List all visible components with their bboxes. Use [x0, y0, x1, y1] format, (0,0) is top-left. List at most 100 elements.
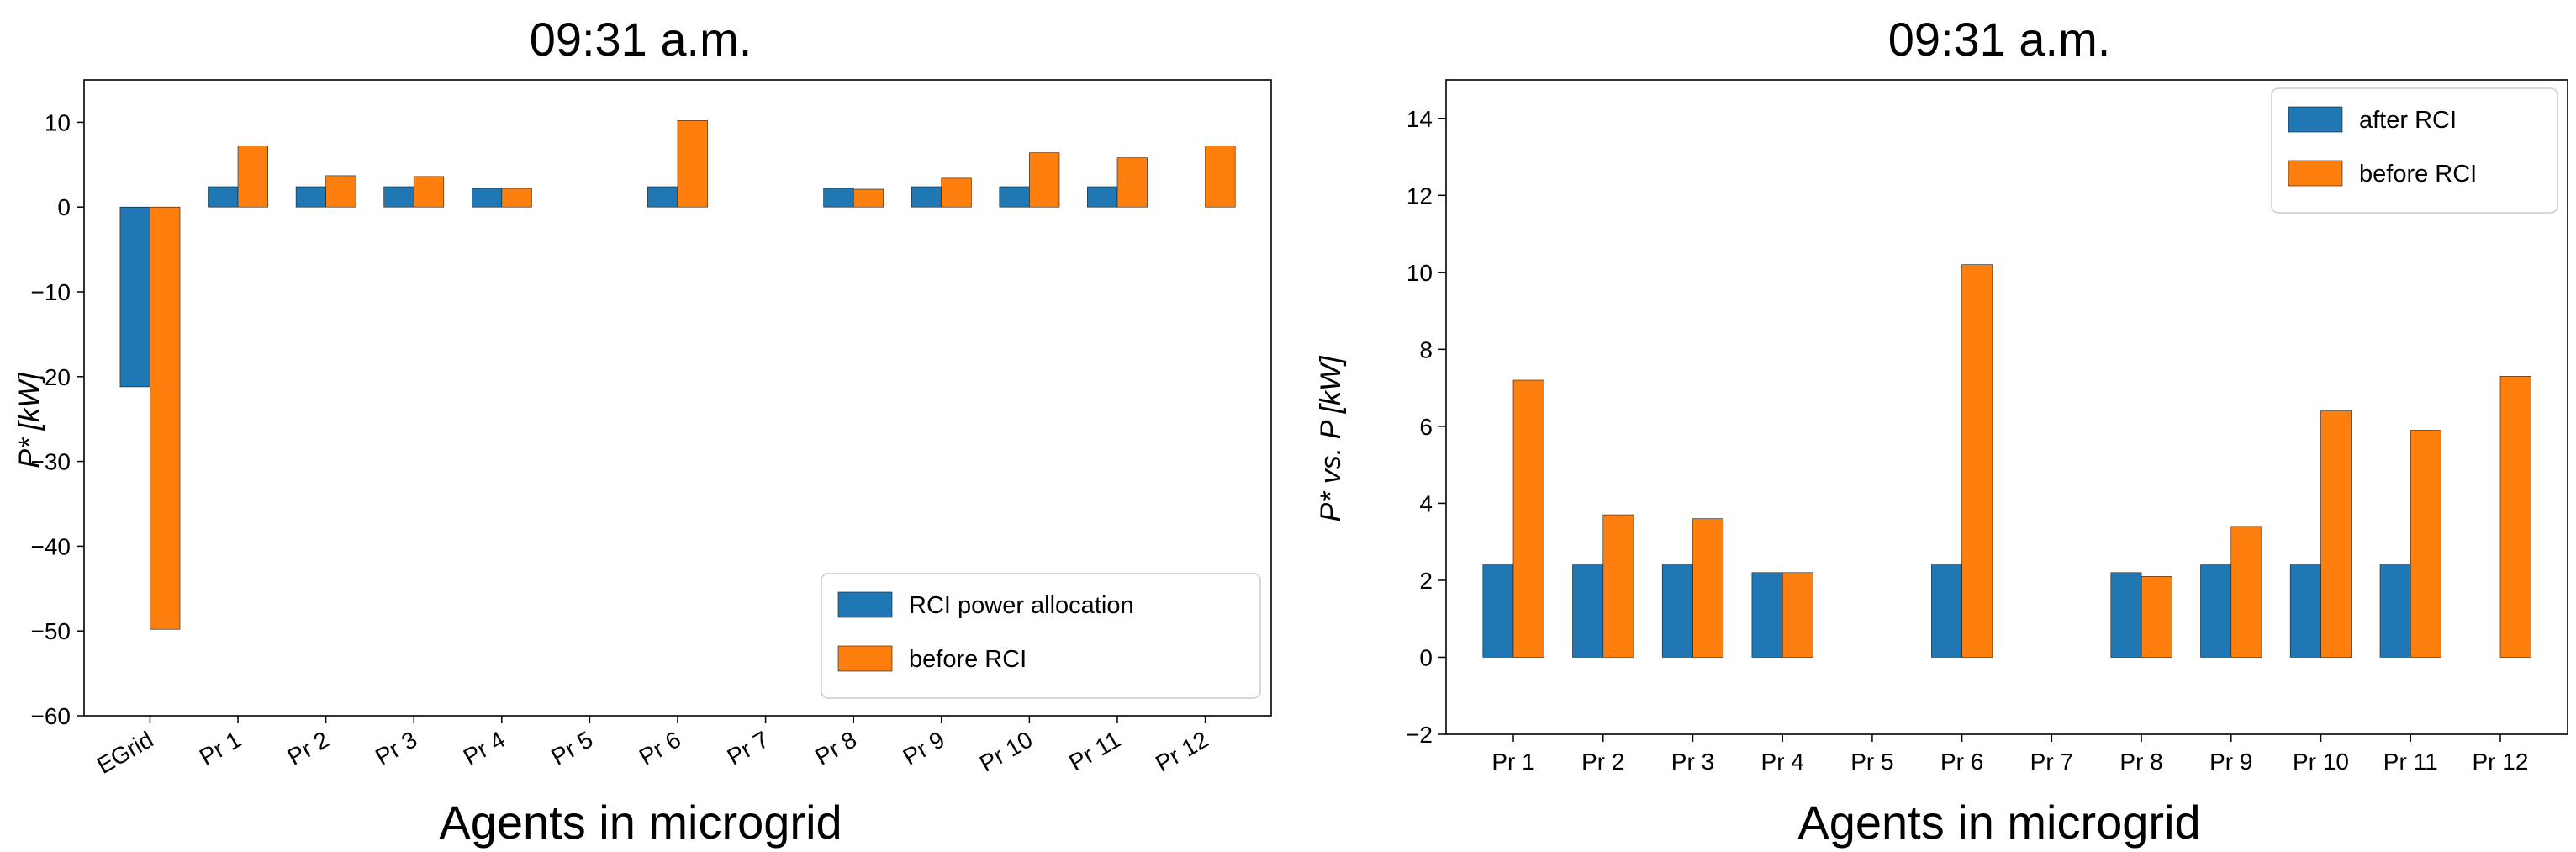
- bar-before-rci-pr-3: [413, 176, 445, 208]
- chart-panel-left: 09:31 a.m. Agents in microgrid P* [kW] 1…: [13, 13, 1272, 849]
- bar-after-rci-pr-3: [1661, 564, 1693, 658]
- bar-before-rci-pr-1: [1512, 379, 1544, 658]
- y-tick-label: −50: [31, 618, 71, 644]
- x-tick-label: Pr 4: [459, 726, 509, 770]
- bar-before-rci-pr-2: [325, 175, 356, 208]
- x-tick-label: Pr 3: [1671, 749, 1714, 775]
- y-tick-label: 12: [1407, 183, 1433, 209]
- bar-after-rci-pr-2: [1572, 564, 1604, 658]
- bar-before-rci-pr-6: [677, 120, 708, 208]
- bar-rci-power-allocation-egrid: [119, 206, 150, 388]
- chart-title: 09:31 a.m.: [1888, 13, 2111, 66]
- bar-before-rci-pr-3: [1692, 518, 1724, 658]
- bar-after-rci-pr-9: [2200, 564, 2232, 658]
- bar-chart-left: 09:31 a.m. Agents in microgrid P* [kW] 1…: [13, 13, 1272, 849]
- y-tick-label: −30: [31, 449, 71, 475]
- bar-before-rci-pr-2: [1602, 514, 1634, 658]
- bar-before-rci-pr-9: [2230, 526, 2262, 658]
- bar-before-rci-pr-4: [501, 188, 532, 208]
- legend-swatch: [837, 645, 893, 672]
- x-tick-label: Pr 9: [2209, 749, 2252, 775]
- x-tick-label: Pr 7: [723, 726, 773, 770]
- x-axis-label: Agents in microgrid: [1797, 796, 2200, 849]
- y-tick-label: 2: [1419, 568, 1433, 594]
- x-tick-label: Pr 1: [1491, 749, 1534, 775]
- x-tick-label: EGrid: [92, 726, 157, 779]
- bar-chart-right: 09:31 a.m. Agents in microgrid P* vs. P …: [1315, 13, 2568, 849]
- x-tick-label: Pr 10: [975, 726, 1037, 776]
- bar-before-rci-pr-8: [2141, 576, 2172, 658]
- bar-after-rci-pr-6: [1931, 564, 1963, 658]
- x-tick-label: Pr 11: [1064, 726, 1125, 775]
- legend-label: RCI power allocation: [909, 592, 1134, 619]
- bar-rci-power-allocation-pr-4: [471, 188, 503, 208]
- bar-before-rci-pr-12: [2499, 376, 2531, 658]
- y-tick-label: 6: [1419, 414, 1433, 440]
- x-tick-label: Pr 5: [1850, 749, 1893, 775]
- bar-before-rci-pr-11: [2410, 430, 2441, 658]
- x-tick-label: Pr 11: [2383, 749, 2438, 775]
- bar-rci-power-allocation-pr-2: [295, 186, 327, 208]
- x-tick-label: Pr 4: [1761, 749, 1804, 775]
- legend-label: after RCI: [2359, 107, 2457, 134]
- x-tick-label: Pr 8: [810, 726, 861, 770]
- legend-label: before RCI: [909, 646, 1027, 673]
- bar-before-rci-pr-10: [1029, 152, 1060, 208]
- bar-rci-power-allocation-pr-9: [911, 186, 942, 208]
- x-tick-label: Pr 6: [635, 726, 685, 770]
- x-tick-label: Pr 9: [899, 726, 949, 770]
- y-tick-label: −10: [31, 279, 71, 305]
- y-tick-label: −60: [31, 703, 71, 729]
- legend-swatch: [2288, 160, 2343, 187]
- y-tick-label: −40: [31, 533, 71, 559]
- bar-before-rci-pr-6: [1961, 264, 1993, 658]
- x-tick-label: Pr 12: [2472, 749, 2528, 775]
- bar-before-rci-pr-9: [941, 177, 972, 208]
- bar-before-rci-pr-10: [2320, 410, 2352, 658]
- bar-rci-power-allocation-pr-3: [383, 186, 414, 208]
- bar-rci-power-allocation-pr-8: [823, 188, 854, 208]
- bar-after-rci-pr-1: [1482, 564, 1514, 658]
- y-tick-label: 14: [1407, 106, 1433, 132]
- legend-label: before RCI: [2359, 161, 2477, 188]
- chart-panel-right: 09:31 a.m. Agents in microgrid P* vs. P …: [1288, 0, 2576, 852]
- bar-before-rci-pr-1: [237, 146, 268, 208]
- y-tick-label: −2: [1406, 722, 1433, 748]
- bar-before-rci-pr-4: [1782, 572, 1813, 658]
- bar-rci-power-allocation-pr-11: [1087, 186, 1118, 208]
- x-tick-label: Pr 3: [371, 726, 421, 770]
- legend: [2271, 87, 2558, 214]
- bar-rci-power-allocation-pr-6: [647, 186, 678, 208]
- axes-frame: [1445, 79, 2568, 735]
- chart-title: 09:31 a.m.: [530, 13, 752, 66]
- y-axis-label: P* vs. P [kW]: [1315, 355, 1347, 522]
- bar-after-rci-pr-8: [2110, 572, 2142, 658]
- x-tick-label: Pr 1: [195, 726, 245, 770]
- x-tick-label: Pr 6: [1940, 749, 1983, 775]
- bar-rci-power-allocation-pr-1: [208, 186, 239, 208]
- bar-after-rci-pr-11: [2379, 564, 2411, 658]
- y-tick-label: 10: [1407, 260, 1433, 286]
- x-tick-label: Pr 12: [1151, 726, 1212, 776]
- x-axis-label: Agents in microgrid: [439, 796, 842, 849]
- bar-before-rci-pr-11: [1116, 157, 1148, 208]
- bar-rci-power-allocation-pr-10: [999, 186, 1030, 208]
- legend-swatch: [2288, 106, 2343, 133]
- y-tick-label: 4: [1419, 490, 1433, 516]
- bar-before-rci-pr-8: [853, 188, 884, 208]
- x-tick-label: Pr 2: [1581, 749, 1624, 775]
- y-tick-label: 0: [1419, 644, 1433, 670]
- y-tick-label: 10: [45, 109, 71, 135]
- x-tick-label: Pr 8: [2119, 749, 2162, 775]
- y-tick-label: −20: [31, 364, 71, 390]
- legend-swatch: [837, 591, 893, 618]
- y-tick-label: 0: [57, 194, 71, 220]
- y-tick-label: 8: [1419, 336, 1433, 362]
- bar-before-rci-pr-12: [1205, 146, 1236, 208]
- bar-after-rci-pr-4: [1751, 572, 1783, 658]
- bar-before-rci-egrid: [150, 206, 181, 630]
- x-tick-label: Pr 7: [2030, 749, 2073, 775]
- legend: [821, 573, 1261, 699]
- x-tick-label: Pr 10: [2293, 749, 2349, 775]
- x-tick-label: Pr 2: [283, 726, 334, 770]
